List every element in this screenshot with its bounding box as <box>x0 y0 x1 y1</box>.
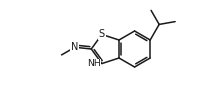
Text: S: S <box>99 29 105 39</box>
Text: N: N <box>71 42 79 52</box>
Text: NH: NH <box>87 59 101 68</box>
